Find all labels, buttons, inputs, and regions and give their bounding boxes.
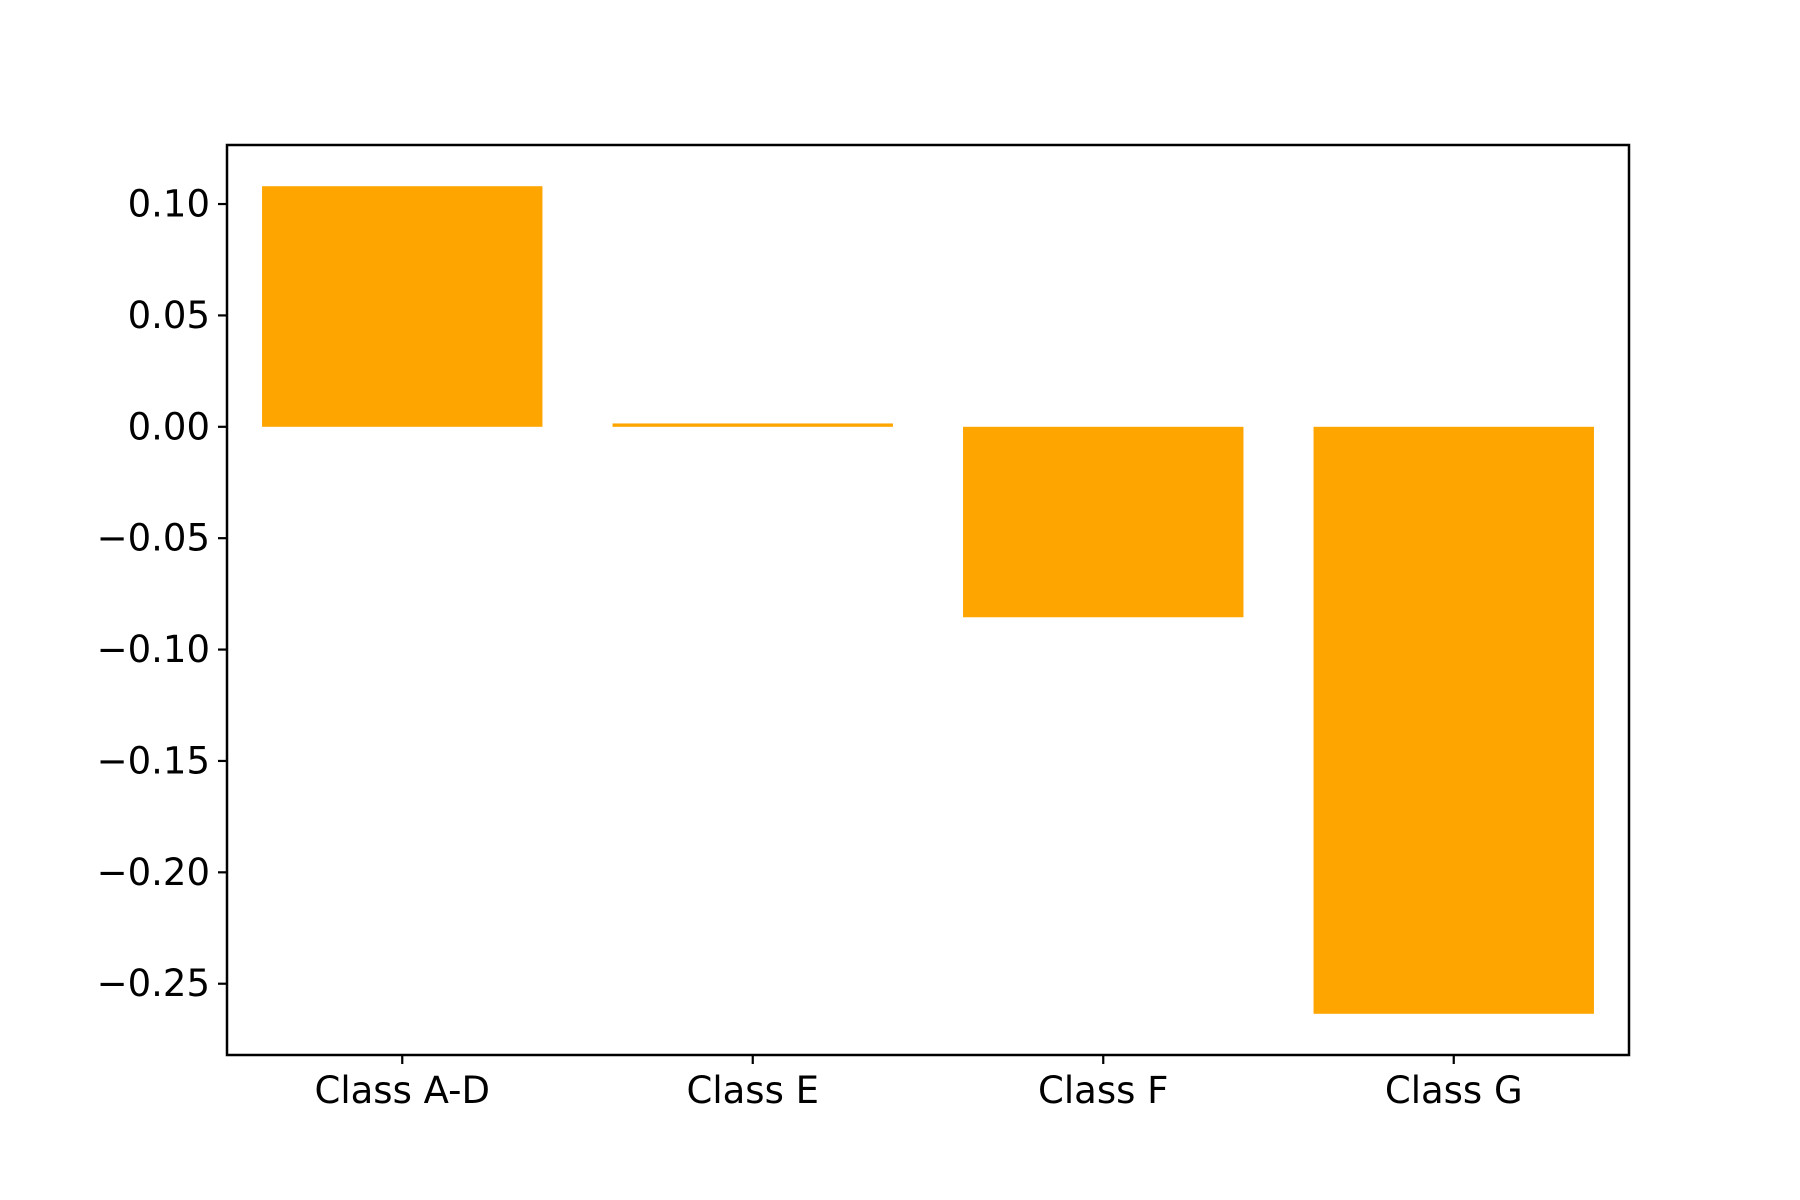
x-tick-label: Class F (1038, 1069, 1168, 1112)
y-tick-label: 0.05 (128, 294, 210, 337)
x-tick-label: Class E (687, 1069, 819, 1112)
bar-class-g (1313, 426, 1594, 1014)
x-axis: Class A-D Class E Class F Class G (315, 1055, 1523, 1112)
x-tick-label: Class A-D (315, 1069, 490, 1112)
bar-class-f (963, 426, 1244, 618)
y-tick-label: −0.15 (97, 739, 210, 782)
bar-class-e (612, 423, 893, 427)
plot-frame (225, 143, 1631, 1057)
y-tick-label: 0.00 (128, 405, 210, 448)
x-tick-label: Class G (1385, 1069, 1523, 1112)
y-tick-label: −0.25 (97, 962, 210, 1005)
y-tick-label: 0.10 (128, 183, 210, 226)
y-tick-label: −0.20 (97, 851, 210, 894)
y-tick-label: −0.05 (97, 517, 210, 560)
y-tick-label: −0.10 (97, 628, 210, 671)
y-axis: 0.10 0.05 0.00 −0.05 −0.10 −0.15 −0.20 −0.25 (97, 183, 227, 1005)
bars-layer (262, 186, 1594, 1014)
bar-class-a-d (262, 186, 543, 427)
